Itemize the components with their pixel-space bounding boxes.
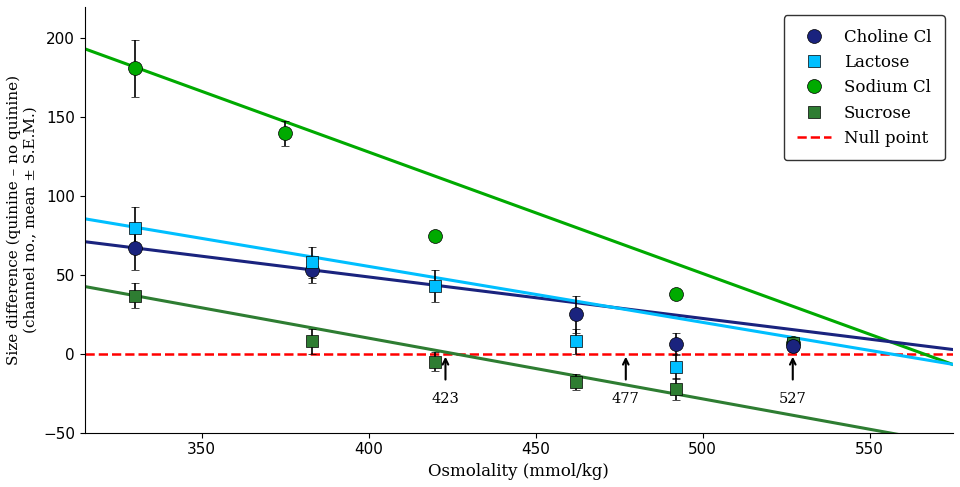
Text: 423: 423 <box>432 392 460 406</box>
Text: 477: 477 <box>612 392 639 406</box>
Legend: Choline Cl, Lactose, Sodium Cl, Sucrose, Null point: Choline Cl, Lactose, Sodium Cl, Sucrose,… <box>784 15 945 160</box>
Y-axis label: Size difference (quinine – no quinine)
(channel no., mean ± S.E.M.): Size difference (quinine – no quinine) (… <box>7 75 37 365</box>
Text: 527: 527 <box>779 392 806 406</box>
X-axis label: Osmolality (mmol/kg): Osmolality (mmol/kg) <box>428 463 610 480</box>
